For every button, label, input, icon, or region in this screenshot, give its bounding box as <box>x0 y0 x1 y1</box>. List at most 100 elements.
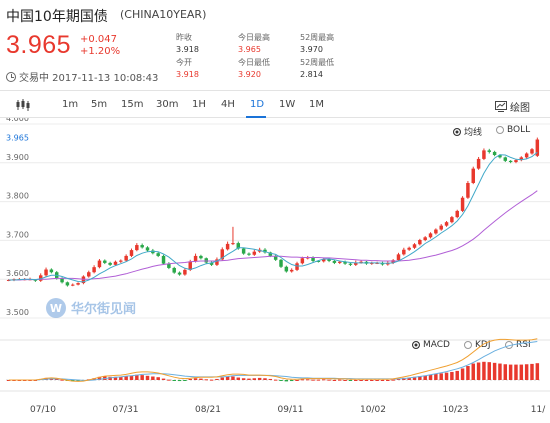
x-tick-label: 07/31 <box>113 405 139 415</box>
tab-15m[interactable]: 15m <box>121 99 144 110</box>
macd-bar <box>161 378 166 380</box>
candle-body <box>444 222 449 226</box>
macd-bar <box>466 366 470 380</box>
candle-body <box>450 217 454 223</box>
tab-5m[interactable]: 5m <box>91 99 108 110</box>
active-tab-indicator <box>246 116 266 118</box>
last-price: 3.965 <box>6 31 72 59</box>
tab-1d[interactable]: 1D <box>250 99 265 110</box>
macd-bar <box>380 380 385 381</box>
macd-bar <box>124 376 128 380</box>
macd-bar <box>273 379 278 381</box>
macd-bar <box>450 371 454 380</box>
candle-body <box>471 168 475 183</box>
macd-bar <box>6 380 11 381</box>
macd-bar <box>97 376 102 380</box>
macd-bar <box>428 374 433 380</box>
draw-icon <box>495 101 507 112</box>
candle-body <box>370 262 374 264</box>
candle-body <box>241 248 246 254</box>
y-tick-label: 3.600 <box>6 269 29 278</box>
watermark-logo-icon <box>46 298 66 318</box>
overlay-ma-option[interactable]: 均线 <box>453 125 482 138</box>
candle-body <box>60 278 64 283</box>
x-tick-label: 10/23 <box>443 405 469 415</box>
macd-bar <box>535 363 540 380</box>
candle-body <box>423 237 427 241</box>
macd-bar <box>60 379 64 381</box>
macd-bar <box>492 362 497 380</box>
candle-body <box>428 233 433 238</box>
macd-bar <box>354 380 358 381</box>
macd-bar <box>338 379 342 381</box>
x-tick-label: 10/02 <box>360 405 386 415</box>
candle-body <box>476 158 481 169</box>
radio-selected-icon <box>412 341 420 349</box>
macd-bar <box>412 376 417 380</box>
y-tick-label: 3.900 <box>6 153 29 162</box>
status-time: 交易中 2017-11-13 10:08:43 <box>19 73 159 84</box>
macd-bar <box>76 380 80 382</box>
chart-toolbar: 1m 5m 15m 30m 1H 4H 1D 1W 1M 绘图 <box>0 90 550 118</box>
macd-bar <box>241 378 246 380</box>
macd-bar <box>305 379 310 381</box>
candle-body <box>177 272 182 275</box>
candle-body <box>343 261 347 264</box>
candle-body <box>407 247 411 250</box>
tab-30m[interactable]: 30m <box>156 99 179 110</box>
candle-body <box>236 243 241 249</box>
macd-bar <box>514 364 518 380</box>
candle-body <box>492 151 497 156</box>
tab-1mo[interactable]: 1M <box>309 99 324 110</box>
change-abs: +0.047 <box>80 34 118 45</box>
macd-dea-line <box>8 341 538 381</box>
candle-body <box>135 245 139 251</box>
y-tick-label: 3.800 <box>6 192 29 201</box>
tab-1w[interactable]: 1W <box>279 99 296 110</box>
candle-body <box>311 257 315 261</box>
candle-body <box>199 255 203 259</box>
candle-body <box>455 210 459 218</box>
macd-bar <box>519 364 524 380</box>
macd-bar <box>204 379 208 381</box>
tab-1m[interactable]: 1m <box>62 99 79 110</box>
macd-bar <box>332 380 337 381</box>
macd-bar <box>524 364 529 380</box>
candle-body <box>204 258 208 263</box>
macd-bar <box>530 363 534 380</box>
macd-bar <box>129 375 134 380</box>
overlay-boll-option[interactable]: BOLL <box>496 125 530 135</box>
draw-label: 绘图 <box>510 103 530 114</box>
draw-button[interactable]: 绘图 <box>495 99 530 114</box>
candle-body <box>49 269 54 273</box>
candle-body <box>514 160 518 163</box>
stat-52w-low: 52周最低 2.814 <box>300 58 335 79</box>
indicator-macd-option[interactable]: MACD <box>412 340 450 350</box>
candle-body <box>113 261 118 265</box>
candle-body <box>482 150 486 159</box>
candlestick-type-icon[interactable] <box>16 99 30 111</box>
candle-body <box>129 250 134 256</box>
macd-bar <box>151 376 155 380</box>
tab-1h[interactable]: 1H <box>192 99 206 110</box>
tab-4h[interactable]: 4H <box>221 99 235 110</box>
trading-status: 交易中 2017-11-13 10:08:43 <box>6 69 158 84</box>
macd-bar <box>140 375 144 380</box>
macd-bar <box>364 380 369 381</box>
candle-body <box>332 260 337 263</box>
candle-body <box>167 263 171 268</box>
stat-open: 今开 3.918 <box>176 58 199 79</box>
candle-body <box>316 260 321 262</box>
macd-bar <box>460 368 465 380</box>
candle-body <box>81 276 86 284</box>
macd-bar <box>311 379 315 381</box>
watermark: W 华尔街见闻 <box>46 298 136 318</box>
candle-body <box>65 282 70 286</box>
macd-bar <box>289 380 294 382</box>
price-chart[interactable]: 4.000 3.900 3.800 3.700 3.600 3.500 3.965 W 华尔… <box>0 118 550 423</box>
macd-bar <box>300 379 305 381</box>
macd-bar <box>418 376 422 380</box>
candle-body <box>375 262 379 264</box>
macd-bar <box>145 375 150 380</box>
y-axis-labels: 4.000 3.900 3.800 3.700 3.600 3.500 3.965 <box>6 118 29 317</box>
